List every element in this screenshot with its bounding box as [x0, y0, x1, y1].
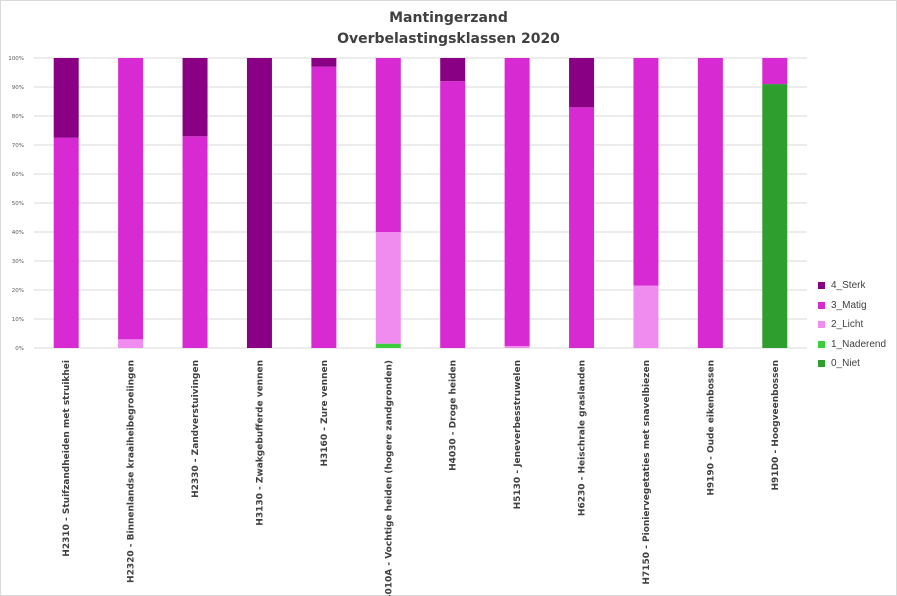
x-category-label: H91D0 - Hoogveenbossen: [771, 360, 781, 490]
chart-legend: 4_Sterk 3_Matig 2_Licht 1_Naderend 0_Niet: [818, 276, 886, 374]
bar-segment-1-naderend: [375, 343, 401, 348]
legend-swatch: [818, 340, 825, 348]
legend-swatch: [818, 282, 825, 290]
chart-title-line-1: Mantingerzand: [389, 10, 508, 26]
bar-segment-2-licht: [118, 339, 144, 348]
bar-segment-4-sterk: [182, 58, 208, 137]
legend-label: 1_Naderend: [831, 338, 887, 350]
y-tick-label: 100%: [8, 56, 24, 62]
bar-segment-3-matig: [53, 137, 79, 348]
bar-segment-3-matig: [569, 107, 595, 348]
chart-title-line-2: Overbelastingsklassen 2020: [337, 31, 560, 47]
legend-swatch: [818, 301, 825, 309]
bar-segment-3-matig: [504, 58, 530, 346]
x-category-label: H3160 - Zure vennen: [320, 360, 330, 467]
legend-swatch: [818, 360, 825, 368]
bar-segment-4-sterk: [311, 58, 337, 67]
y-tick-label: 40%: [12, 230, 24, 236]
legend-item: 2_Licht: [818, 315, 886, 335]
bar-segment-3-matig: [311, 66, 337, 348]
bar-segment-3-matig: [375, 58, 401, 232]
y-tick-label: 70%: [12, 143, 24, 149]
y-tick-label: 80%: [12, 114, 24, 120]
bar-segment-3-matig: [762, 58, 788, 85]
bar-segment-4-sterk: [246, 58, 272, 348]
x-category-label: H6230 - Heischrale graslanden: [578, 360, 588, 516]
x-category-label: H4030 - Droge heiden: [449, 360, 459, 471]
bar-segment-0-niet: [762, 84, 788, 348]
x-category-label: H2320 - Binnenlandse kraaiheibegroeiinge…: [127, 360, 137, 583]
legend-item: 1_Naderend: [818, 335, 886, 355]
x-category-label: H7150 - Pioniervegetaties met snavelbiez…: [642, 360, 652, 585]
chart-title: Mantingerzand Overbelastingsklassen 2020: [0, 8, 897, 50]
legend-label: 0_Niet: [831, 358, 860, 370]
legend-item: 0_Niet: [818, 354, 886, 374]
legend-item: 4_Sterk: [818, 276, 886, 296]
bar-segment-4-sterk: [569, 58, 595, 108]
bar-segment-3-matig: [118, 58, 144, 340]
y-tick-label: 0%: [15, 346, 24, 352]
y-tick-label: 50%: [12, 201, 24, 207]
bar-segment-4-sterk: [53, 58, 79, 138]
legend-label: 3_Matig: [831, 299, 867, 311]
x-category-label: H2330 - Zandverstuivingen: [191, 360, 201, 498]
y-tick-label: 60%: [12, 172, 24, 178]
y-tick-label: 10%: [12, 317, 24, 323]
x-category-label: H2310 - Stuifzandheiden met struikhei: [62, 360, 72, 557]
bar-segment-3-matig: [440, 81, 466, 348]
bar-segment-2-licht: [633, 285, 659, 348]
y-tick-label: 90%: [12, 85, 24, 91]
legend-item: 3_Matig: [818, 296, 886, 316]
x-category-label: H9190 - Oude eikenbossen: [706, 360, 716, 496]
bar-segment-3-matig: [182, 136, 208, 348]
legend-label: 2_Licht: [831, 319, 864, 331]
legend-swatch: [818, 321, 825, 329]
x-category-label: H4010A - Vochtige heiden (hogere zandgro…: [384, 360, 394, 596]
y-tick-label: 30%: [12, 259, 24, 265]
legend-label: 4_Sterk: [831, 280, 866, 292]
bar-segment-3-matig: [697, 58, 723, 348]
x-category-label: H3130 - Zwakgebufferde vennen: [255, 360, 265, 526]
bar-segment-4-sterk: [440, 58, 466, 82]
bar-segment-3-matig: [633, 58, 659, 286]
x-category-label: H5130 - Jeneverbesstruwelen: [513, 360, 523, 509]
bar-segment-2-licht: [375, 232, 401, 344]
y-tick-label: 20%: [12, 288, 24, 294]
bar-segment-2-licht: [504, 345, 530, 348]
